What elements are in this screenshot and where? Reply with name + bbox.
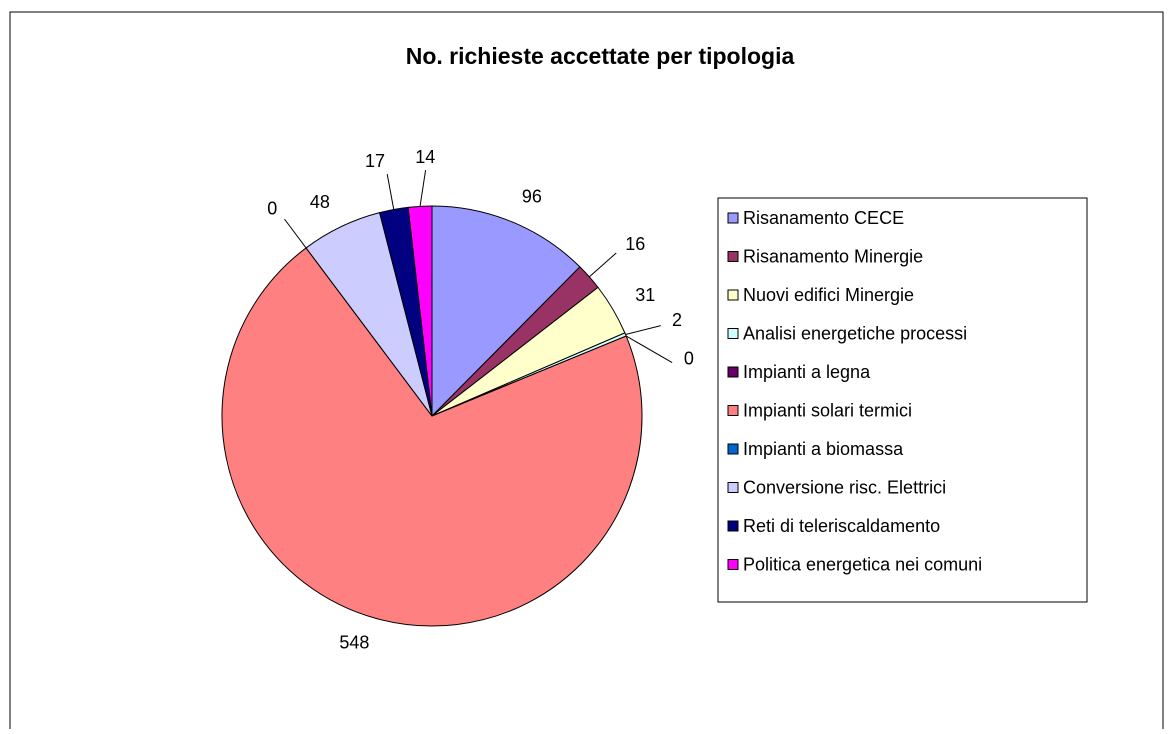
data-label: 48 (310, 192, 330, 212)
legend-label: Reti di teleriscaldamento (743, 516, 940, 536)
legend-swatch (727, 212, 739, 224)
data-label: 16 (625, 234, 645, 254)
legend-label: Impianti a legna (743, 362, 871, 382)
leader-line (419, 170, 427, 207)
leader-line (284, 218, 307, 249)
data-label: 14 (415, 147, 435, 167)
data-label: 0 (267, 198, 277, 218)
legend-label: Risanamento CECE (743, 208, 904, 228)
legend-label: Politica energetica nei comuni (743, 554, 982, 574)
legend-swatch (727, 443, 739, 455)
data-label: 17 (365, 151, 385, 171)
leader-line (588, 252, 617, 278)
legend-label: Conversione risc. Elettrici (743, 477, 946, 497)
data-label: 2 (672, 310, 682, 330)
legend-swatch (727, 366, 739, 378)
legend-swatch (727, 405, 739, 416)
data-label: 548 (339, 632, 369, 652)
pie-slice (221, 247, 643, 627)
legend-swatch (727, 559, 739, 570)
chart-title: No. richieste accettate per tipologia (406, 43, 795, 69)
legend-label: Risanamento Minergie (743, 246, 923, 266)
data-label: 31 (635, 285, 655, 305)
legend-label: Impianti a biomassa (743, 439, 904, 459)
pie-slice (407, 205, 433, 417)
leader-line (625, 325, 661, 335)
legend-label: Analisi energetiche processi (743, 323, 967, 343)
legend-label: Nuovi edifici Minergie (743, 285, 914, 305)
data-label: 96 (522, 187, 542, 207)
legend-swatch (727, 520, 739, 532)
leader-line (625, 335, 673, 364)
legend-swatch (727, 482, 739, 493)
legend-swatch (727, 251, 739, 262)
legend-label: Impianti solari termici (743, 400, 912, 420)
legend: Risanamento CECE Risanamento Minergie Nuov… (727, 208, 982, 574)
pie-slice (431, 205, 581, 418)
legend-box (717, 197, 1088, 603)
legend-swatch (727, 289, 739, 301)
data-label: 0 (684, 349, 694, 369)
legend-swatch (727, 328, 739, 339)
leader-line (386, 174, 395, 210)
